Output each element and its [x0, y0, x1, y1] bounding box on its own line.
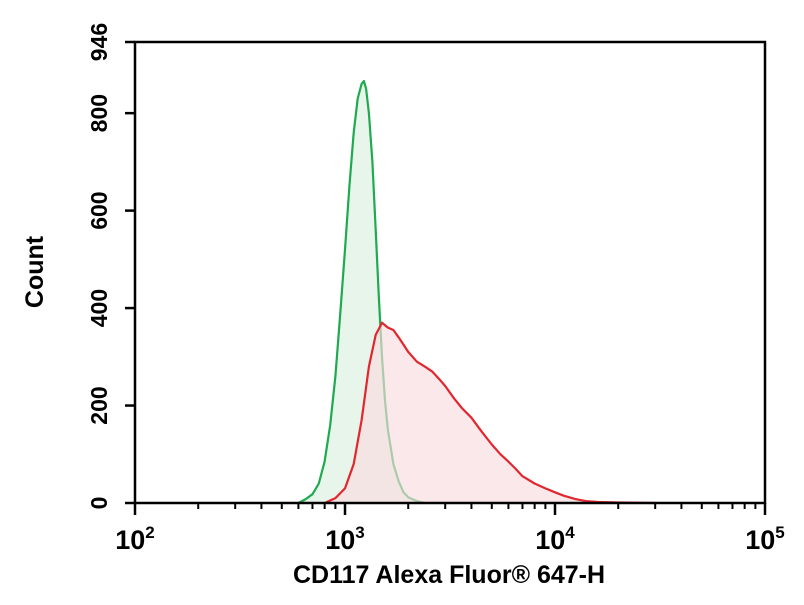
y-tick-label: 800	[86, 94, 112, 132]
series-layer	[297, 79, 656, 505]
y-tick-label: 600	[86, 191, 112, 229]
series-1-fill	[298, 81, 425, 503]
y-axis-title: Count	[21, 235, 49, 308]
y-tick-label: 0	[86, 497, 112, 510]
series-2-fill	[324, 322, 656, 503]
y-tick-label: 400	[86, 289, 112, 327]
x-tick-label: 103	[325, 523, 365, 555]
x-tick-label: 104	[535, 523, 575, 555]
plot-frame	[133, 40, 767, 505]
series-2-line	[324, 321, 656, 505]
x-axis-title: CD117 Alexa Fluor® 647-H	[293, 561, 605, 589]
x-tick-label: 105	[745, 523, 785, 555]
y-tick-label: 200	[86, 386, 112, 424]
x-axis-ticks: 102 103 104 105	[115, 503, 785, 555]
x-tick-label: 102	[115, 523, 155, 555]
y-tick-label: 946	[86, 23, 112, 61]
y-axis-ticks: 0 200 400 600 800 946	[86, 23, 135, 510]
